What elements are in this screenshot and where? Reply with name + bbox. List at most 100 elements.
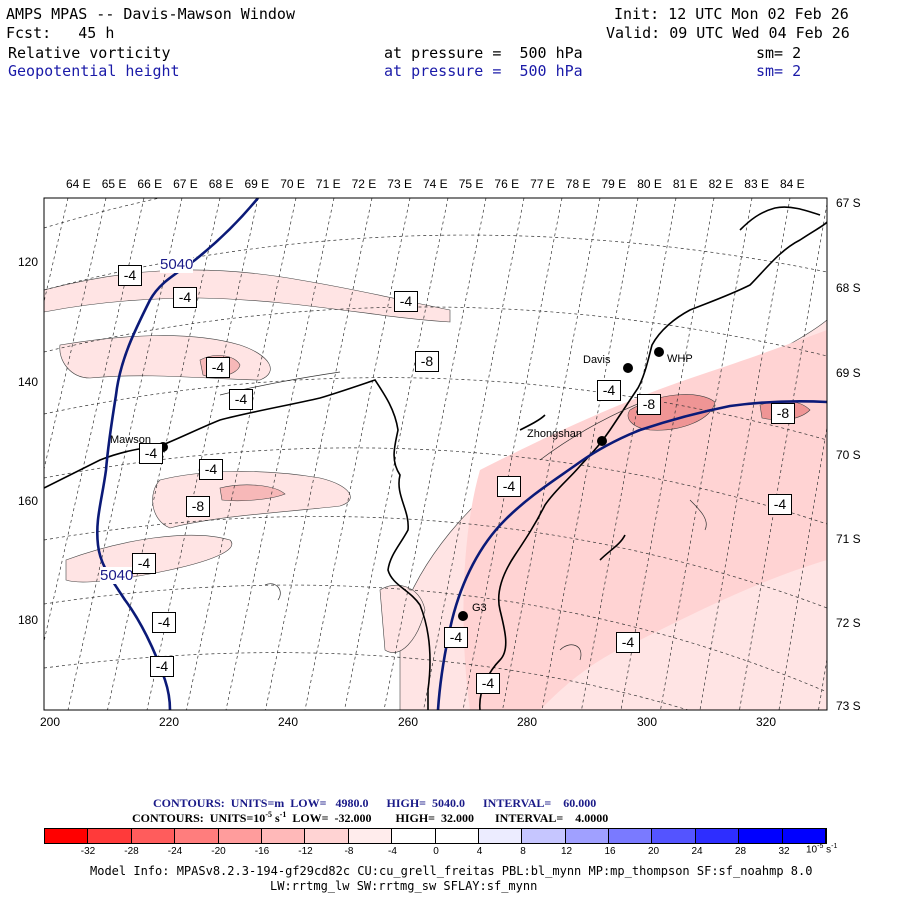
map-frame bbox=[43, 197, 828, 711]
vorticity-unit-exp: -5 bbox=[265, 810, 272, 819]
vorticity-label: -4 bbox=[132, 553, 156, 574]
colorbar-label: 16 bbox=[604, 846, 616, 857]
y-tick-label: 120 bbox=[18, 255, 39, 269]
longitude-label: 80 E bbox=[637, 177, 662, 191]
longitude-label: 79 E bbox=[601, 177, 627, 191]
vorticity-label: -4 bbox=[444, 627, 468, 648]
vorticity-label: -4 bbox=[394, 291, 418, 312]
y-tick-label: 140 bbox=[18, 375, 39, 389]
longitude-label: 70 E bbox=[280, 177, 305, 191]
colorbar-swatch bbox=[45, 829, 89, 843]
vorticity-label: -4 bbox=[173, 287, 197, 308]
longitude-label: 67 E bbox=[173, 177, 198, 191]
colorbar-swatch bbox=[88, 829, 132, 843]
colorbar-label: 28 bbox=[734, 846, 747, 857]
longitude-label: 78 E bbox=[565, 177, 591, 191]
vorticity-label: -8 bbox=[415, 351, 439, 372]
colorbar-unit-s: s bbox=[826, 844, 832, 856]
colorbar-swatch bbox=[261, 829, 306, 843]
longitude-label: 82 E bbox=[708, 177, 734, 191]
colorbar-label: -24 bbox=[167, 846, 183, 857]
colorbar-swatch bbox=[565, 829, 610, 843]
colorbar-label: 24 bbox=[691, 846, 703, 857]
colorbar-swatch bbox=[522, 829, 566, 843]
station-label-g3: G3 bbox=[472, 602, 487, 614]
colorbar-label: 0 bbox=[433, 846, 439, 857]
colorbar-swatch bbox=[175, 829, 219, 843]
vorticity-label: -4 bbox=[597, 380, 621, 401]
vorticity-label: -4 bbox=[768, 494, 792, 515]
longitude-label: 74 E bbox=[423, 177, 448, 191]
colorbar-swatch bbox=[392, 829, 436, 843]
colorbar-label: -4 bbox=[388, 846, 397, 857]
x-tick-label: 220 bbox=[159, 715, 180, 729]
colorbar-swatch bbox=[348, 829, 393, 843]
vorticity-contour-info: CONTOURS: UNITS=10-5 s-1 LOW= -32.000 HI… bbox=[132, 810, 608, 826]
height-label: 5040 bbox=[100, 567, 134, 584]
chart-title: AMPS MPAS -- Davis-Mawson Window bbox=[6, 5, 295, 23]
vorticity-label: -4 bbox=[476, 673, 500, 694]
forecast-hour: Fcst: 45 h bbox=[6, 24, 115, 42]
x-tick-label: 300 bbox=[637, 715, 658, 729]
longitude-label: 64 E bbox=[66, 177, 91, 191]
model-info-line2: LW:rrtmg_lw SW:rrtmg_sw SFLAY:sf_mynn bbox=[270, 879, 538, 893]
vorticity-shading bbox=[44, 269, 827, 710]
height-contour-info: CONTOURS: UNITS=m LOW= 4980.0 HIGH= 5040… bbox=[153, 796, 597, 810]
colorbar bbox=[44, 828, 827, 844]
field2-level: at pressure = 500 hPa bbox=[384, 62, 583, 80]
colorbar-unit-base: 10 bbox=[806, 844, 818, 856]
station-whp bbox=[654, 347, 664, 357]
y-tick-label: 180 bbox=[18, 613, 39, 627]
vorticity-label: -4 bbox=[616, 632, 640, 653]
height-label: 5040 bbox=[160, 256, 194, 273]
y-tick-label: 160 bbox=[18, 494, 39, 508]
field1-smoothing: sm= 2 bbox=[756, 44, 802, 62]
field2-name: Geopotential height bbox=[8, 62, 180, 80]
longitude-label: 83 E bbox=[744, 177, 769, 191]
vorticity-label: -8 bbox=[771, 403, 795, 424]
latitude-label: 70 S bbox=[836, 448, 861, 462]
longitude-label: 66 E bbox=[137, 177, 163, 191]
vorticity-unit-s-exp: -1 bbox=[279, 810, 287, 819]
vorticity-label: -8 bbox=[186, 496, 210, 517]
longitude-label: 72 E bbox=[351, 177, 377, 191]
vorticity-label: -4 bbox=[199, 459, 223, 480]
valid-time: Valid: 09 UTC Wed 04 Feb 26 bbox=[606, 24, 850, 42]
colorbar-swatch bbox=[478, 829, 523, 843]
vorticity-label: -4 bbox=[206, 357, 230, 378]
model-info-line1: Model Info: MPASv8.2.3-194-gf29cd82c CU:… bbox=[90, 864, 813, 878]
colorbar-label: 12 bbox=[560, 846, 573, 857]
vorticity-unit-s: s bbox=[271, 811, 280, 825]
colorbar-swatch bbox=[609, 829, 653, 843]
longitude-label: 71 E bbox=[315, 177, 341, 191]
x-tick-label: 260 bbox=[398, 715, 419, 729]
latitude-label: 73 S bbox=[836, 699, 861, 713]
longitude-label: 69 E bbox=[244, 177, 270, 191]
colorbar-swatch bbox=[305, 829, 349, 843]
colorbar-label: -8 bbox=[344, 846, 354, 857]
colorbar-unit: 10-5 s-1 bbox=[806, 843, 837, 855]
station-g3 bbox=[458, 611, 468, 621]
colorbar-label: -16 bbox=[254, 846, 270, 857]
latitude-label: 67 S bbox=[836, 196, 861, 210]
latitude-gridlines bbox=[44, 198, 827, 710]
colorbar-label: 20 bbox=[647, 846, 660, 857]
latitude-label: 68 S bbox=[836, 281, 861, 295]
longitude-gridlines bbox=[44, 198, 827, 710]
vorticity-label: -4 bbox=[497, 476, 521, 497]
colorbar-swatch bbox=[782, 829, 827, 843]
station-zhongshan bbox=[597, 436, 607, 446]
colorbar-label: -20 bbox=[211, 846, 226, 857]
latitude-label: 72 S bbox=[836, 616, 861, 630]
colorbar-label: -32 bbox=[80, 846, 96, 857]
longitude-label: 68 E bbox=[208, 177, 234, 191]
station-markers bbox=[158, 347, 664, 621]
station-label-davis: Davis bbox=[583, 354, 611, 366]
colorbar-label: 8 bbox=[520, 846, 526, 857]
colorbar-swatch bbox=[739, 829, 783, 843]
colorbar-label: 4 bbox=[476, 846, 483, 857]
field1-level: at pressure = 500 hPa bbox=[384, 44, 583, 62]
longitude-label: 65 E bbox=[101, 177, 127, 191]
colorbar-unit-exp: -5 bbox=[817, 843, 824, 850]
